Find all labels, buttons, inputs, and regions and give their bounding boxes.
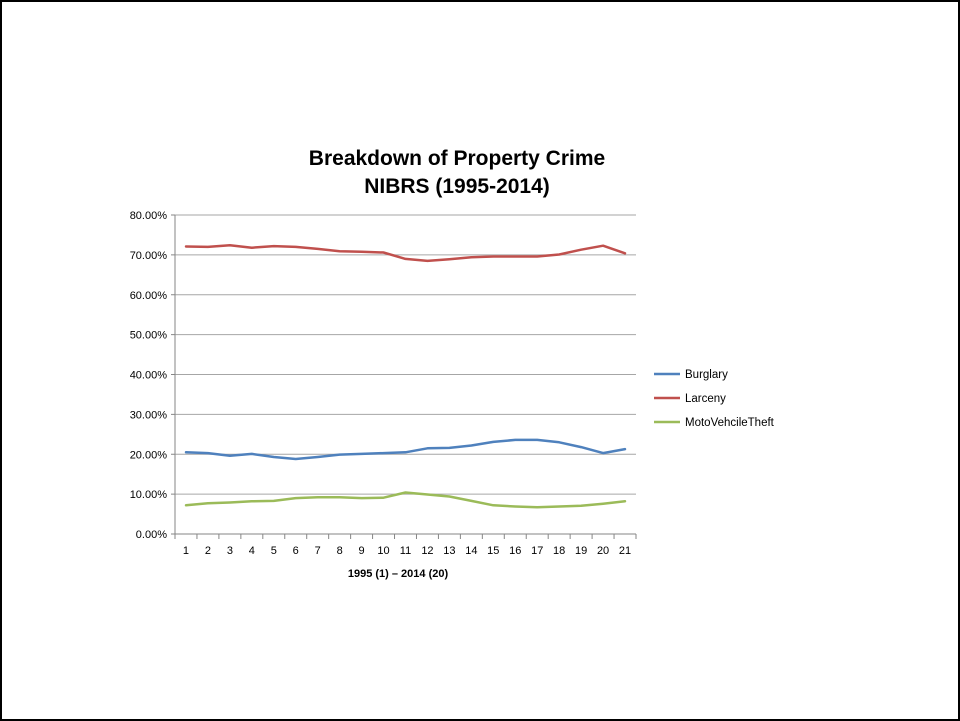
gridlines <box>175 214 636 495</box>
y-tick-label: 20.00% <box>130 449 168 461</box>
x-tick-label: 2 <box>205 545 211 557</box>
y-tick-label: 60.00% <box>130 290 168 302</box>
x-tick-label: 9 <box>359 545 365 557</box>
y-tick-label: 10.00% <box>130 489 168 501</box>
legend-label: Burglary <box>685 369 728 381</box>
x-tick-label: 6 <box>293 545 299 557</box>
legend-item: Burglary <box>654 369 728 381</box>
y-tick-label: 0.00% <box>136 529 167 541</box>
series-lines <box>184 244 627 509</box>
x-tick-labels: 1 2 3 4 5 6 7 8 9 10 11 12 13 14 15 16 17 18 19 20 21 <box>183 545 631 557</box>
y-tick-label: 70.00% <box>130 250 168 262</box>
series-line-burglary <box>184 438 627 461</box>
chart-title: Breakdown of Property Crime <box>308 147 606 170</box>
x-tick-label: 1 <box>183 545 189 557</box>
x-tick-label: 8 <box>337 545 343 557</box>
y-tick-label: 80.00% <box>130 210 168 222</box>
chart-subtitle: NIBRS (1995-2014) <box>364 175 550 198</box>
axes <box>171 214 637 539</box>
x-tick-label: 21 <box>619 545 631 557</box>
x-tick-label: 14 <box>465 545 477 557</box>
y-tick-label: 30.00% <box>130 409 168 421</box>
legend-label: Larceny <box>685 393 726 405</box>
y-tick-labels: 0.00% 10.00% 20.00% 30.00% 40.00% 50.00% 60.00… <box>130 210 168 541</box>
x-tick-label: 17 <box>531 545 543 557</box>
legend-label: MotoVehcileTheft <box>685 417 775 429</box>
series-line-motovehciletheft <box>184 491 627 509</box>
x-tick-label: 13 <box>443 545 455 557</box>
x-tick-label: 15 <box>487 545 499 557</box>
chart-title-block: Breakdown of Property Crime NIBRS (1995-… <box>177 145 737 201</box>
legend: Burglary Larceny MotoVehcileTheft <box>654 369 775 429</box>
series-line-larceny <box>184 244 627 263</box>
x-tick-label: 12 <box>421 545 433 557</box>
x-tick-label: 4 <box>249 545 255 557</box>
x-tick-label: 5 <box>271 545 277 557</box>
x-tick-label: 3 <box>227 545 233 557</box>
x-axis-label: 1995 (1) – 2014 (20) <box>348 568 449 580</box>
legend-item: MotoVehcileTheft <box>654 417 775 429</box>
x-tick-label: 20 <box>597 545 609 557</box>
x-tick-label: 18 <box>553 545 565 557</box>
x-tick-label: 10 <box>377 545 389 557</box>
x-tick-label: 19 <box>575 545 587 557</box>
y-tick-label: 50.00% <box>130 330 168 342</box>
y-tick-label: 40.00% <box>130 370 168 382</box>
x-tick-label: 11 <box>400 545 411 557</box>
x-tick-label: 16 <box>509 545 521 557</box>
legend-item: Larceny <box>654 393 726 405</box>
x-tick-label: 7 <box>315 545 321 557</box>
